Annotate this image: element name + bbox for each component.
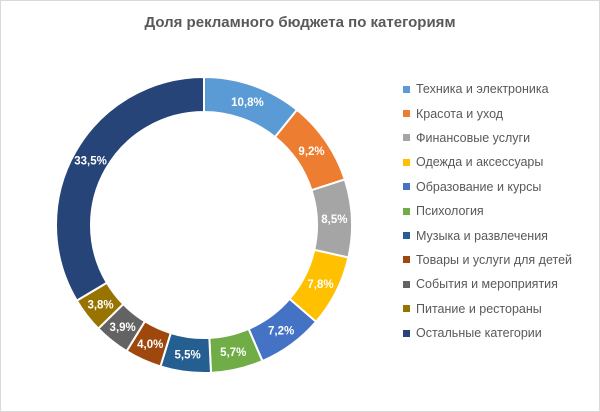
legend-swatch bbox=[403, 158, 410, 166]
legend-item: Питание и рестораны bbox=[403, 297, 572, 321]
data-label: 3,8% bbox=[87, 300, 113, 312]
data-label: 10,8% bbox=[231, 97, 264, 109]
legend-label: Музыка и развлечения bbox=[416, 228, 548, 243]
legend-swatch bbox=[403, 256, 410, 264]
legend-label: Питание и рестораны bbox=[416, 301, 542, 316]
legend-item: Финансовые услуги bbox=[403, 126, 572, 150]
data-label: 5,7% bbox=[220, 347, 246, 359]
legend-label: Одежда и аксессуары bbox=[416, 155, 544, 170]
legend-label: Финансовые услуги bbox=[416, 130, 531, 145]
legend-swatch bbox=[403, 183, 410, 191]
legend-label: Товары и услуги для детей bbox=[416, 252, 573, 267]
legend-item: Товары и услуги для детей bbox=[403, 248, 572, 272]
legend-label: Психология bbox=[416, 204, 484, 219]
legend-swatch bbox=[403, 280, 410, 288]
legend-swatch bbox=[403, 134, 410, 142]
legend-item: Красота и уход bbox=[403, 101, 572, 125]
legend-label: Красота и уход bbox=[416, 106, 504, 121]
legend-swatch bbox=[403, 207, 410, 215]
legend-label: События и мероприятия bbox=[416, 277, 558, 292]
data-label: 7,8% bbox=[307, 279, 333, 291]
legend-swatch bbox=[403, 232, 410, 240]
legend-label: Остальные категории bbox=[416, 326, 542, 341]
data-label: 4,0% bbox=[137, 339, 163, 351]
data-label: 5,5% bbox=[175, 349, 201, 361]
legend-item: События и мероприятия bbox=[403, 272, 572, 296]
legend-swatch bbox=[403, 85, 410, 93]
legend-item: Остальные категории bbox=[403, 321, 572, 345]
legend: Техника и электроника Красота и уход Финан… bbox=[403, 77, 572, 345]
legend-label: Образование и курсы bbox=[416, 179, 542, 194]
legend-item: Одежда и аксессуары bbox=[403, 150, 572, 174]
chart-title: Доля рекламного бюджета по категориям bbox=[144, 14, 456, 31]
data-label: 9,2% bbox=[298, 146, 324, 158]
legend-item: Образование и курсы bbox=[403, 175, 572, 199]
legend-swatch bbox=[403, 329, 410, 337]
data-label: 33,5% bbox=[74, 155, 107, 167]
legend-item: Техника и электроника bbox=[403, 77, 572, 101]
legend-item: Музыка и развлечения bbox=[403, 223, 572, 247]
legend-item: Психология bbox=[403, 199, 572, 223]
legend-label: Техника и электроника bbox=[416, 82, 549, 97]
data-label: 7,2% bbox=[268, 325, 294, 337]
donut-slice bbox=[55, 75, 205, 302]
data-label: 3,9% bbox=[110, 322, 136, 334]
data-label: 8,5% bbox=[321, 214, 347, 226]
legend-swatch bbox=[403, 110, 410, 118]
legend-swatch bbox=[403, 305, 410, 313]
